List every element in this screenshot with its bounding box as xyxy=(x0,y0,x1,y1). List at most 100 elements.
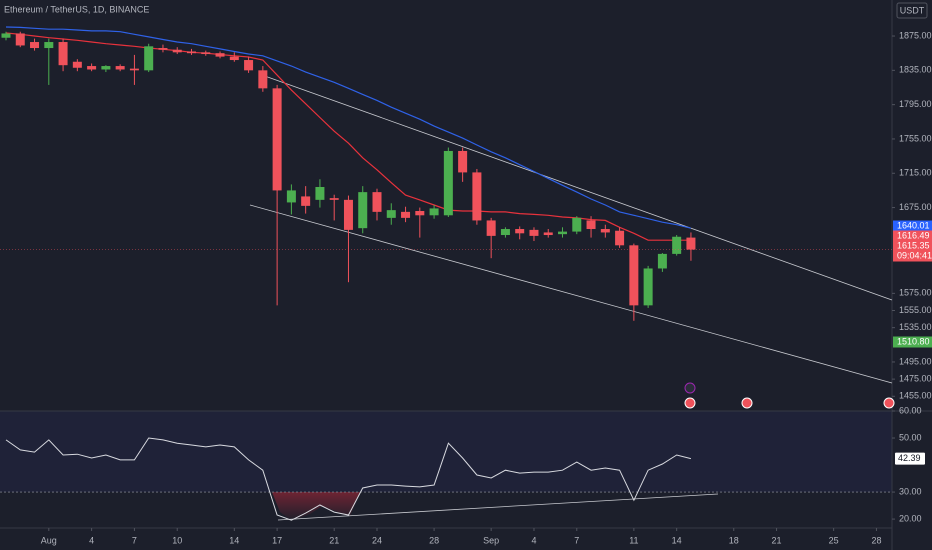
candle-body xyxy=(529,229,539,236)
chart-title: Ethereum / TetherUS, 1D, BINANCE xyxy=(4,4,149,14)
y-tick-label: 50.00 xyxy=(899,432,922,442)
candle-body xyxy=(244,60,254,71)
candle-body xyxy=(572,217,582,232)
candle-body xyxy=(386,210,396,218)
candle-body xyxy=(286,190,296,203)
x-tick-label: 7 xyxy=(574,535,579,545)
candle-body xyxy=(500,229,510,236)
candle-body xyxy=(272,88,282,191)
y-tick-label: 1535.00 xyxy=(899,322,932,332)
divergence-line xyxy=(277,493,719,521)
event-icon[interactable] xyxy=(684,382,696,394)
y-tick-label: 1475.00 xyxy=(899,373,932,383)
candle-body xyxy=(315,186,325,200)
candle-body xyxy=(415,211,425,216)
candle-body xyxy=(686,237,696,250)
candle-body xyxy=(472,172,482,221)
candle-body xyxy=(629,245,639,306)
x-tick-label: 25 xyxy=(829,535,839,545)
candle-body xyxy=(358,192,368,229)
y-tick-label: 60.00 xyxy=(899,405,922,415)
y-tick-label: 1875.00 xyxy=(899,30,932,40)
y-tick-label: 1455.00 xyxy=(899,391,932,401)
event-icon[interactable] xyxy=(883,397,895,409)
rsi-badge-label: 42.39 xyxy=(898,453,921,463)
candle-body xyxy=(401,211,411,218)
x-tick-label: 11 xyxy=(629,535,638,545)
x-tick-label: 4 xyxy=(531,535,536,545)
candle-body xyxy=(144,46,154,71)
y-tick-label: 20.00 xyxy=(899,513,922,523)
candle-body xyxy=(58,42,68,66)
price-badge-label: 1615.35 xyxy=(897,240,930,250)
candle-body xyxy=(486,220,496,236)
trend-line xyxy=(261,74,893,301)
x-tick-label: 28 xyxy=(871,535,881,545)
y-tick-label: 1795.00 xyxy=(899,99,932,109)
candle-body xyxy=(615,230,625,246)
candle-body xyxy=(372,192,382,212)
y-tick-label: 1715.00 xyxy=(899,168,932,178)
price-badge xyxy=(893,240,932,252)
candle-body xyxy=(643,268,653,306)
x-tick-label: 18 xyxy=(729,535,739,545)
candle-body xyxy=(429,208,439,216)
candle-body xyxy=(672,236,682,254)
candle-body xyxy=(129,68,139,71)
candle-body xyxy=(229,56,239,61)
x-tick-label: 4 xyxy=(89,535,94,545)
candle-body xyxy=(600,229,610,233)
candle-body xyxy=(201,52,211,55)
y-tick-label: 1755.00 xyxy=(899,133,932,143)
candle-body xyxy=(329,198,339,200)
candle-body xyxy=(44,42,54,49)
candle-body xyxy=(301,196,311,206)
x-tick-label: 21 xyxy=(772,535,782,545)
y-tick-label: 1675.00 xyxy=(899,202,932,212)
candle-body xyxy=(215,53,225,57)
event-icons xyxy=(684,382,895,409)
candle-body xyxy=(172,49,182,53)
price-badge-label: 1616.49 xyxy=(897,230,930,240)
x-tick-label: 14 xyxy=(229,535,239,545)
x-tick-label: 28 xyxy=(429,535,439,545)
x-tick-label: Sep xyxy=(483,535,499,545)
price-badge xyxy=(893,230,932,242)
candle-body xyxy=(15,33,25,46)
x-tick-label: 21 xyxy=(329,535,339,545)
currency-label: USDT xyxy=(900,5,925,15)
price-badge xyxy=(893,336,932,348)
moving-average xyxy=(5,26,692,229)
candle-body xyxy=(101,66,111,70)
candle-body xyxy=(586,220,596,230)
currency-button[interactable] xyxy=(896,2,928,19)
candle-body xyxy=(158,48,168,50)
x-tick-label: 10 xyxy=(172,535,182,545)
x-tick-label: 24 xyxy=(372,535,382,545)
candle-body xyxy=(343,199,353,230)
y-tick-label: 1835.00 xyxy=(899,65,932,75)
candle-body xyxy=(72,61,82,68)
price-badge xyxy=(893,220,932,232)
candle-body xyxy=(115,66,125,70)
candle-body xyxy=(458,150,468,173)
x-tick-label: 17 xyxy=(272,535,282,545)
candle-body xyxy=(87,66,97,70)
y-tick-label: 1555.00 xyxy=(899,305,932,315)
y-tick-label: 1495.00 xyxy=(899,356,932,366)
y-tick-label: 1575.00 xyxy=(899,288,932,298)
candle-body xyxy=(258,70,268,89)
price-badge-label: 1640.01 xyxy=(897,220,930,230)
candle-body xyxy=(657,253,667,269)
event-icon[interactable] xyxy=(741,397,753,409)
x-tick-label: 7 xyxy=(132,535,137,545)
candle-body xyxy=(515,229,525,234)
event-icon[interactable] xyxy=(684,397,696,409)
trend-line xyxy=(249,204,893,384)
price-badge-label: 09:04:41 xyxy=(897,250,932,260)
candle-body xyxy=(1,33,11,38)
price-badge-label: 1510.80 xyxy=(897,336,930,346)
rsi-badge xyxy=(895,452,925,465)
candle-body xyxy=(186,51,196,54)
